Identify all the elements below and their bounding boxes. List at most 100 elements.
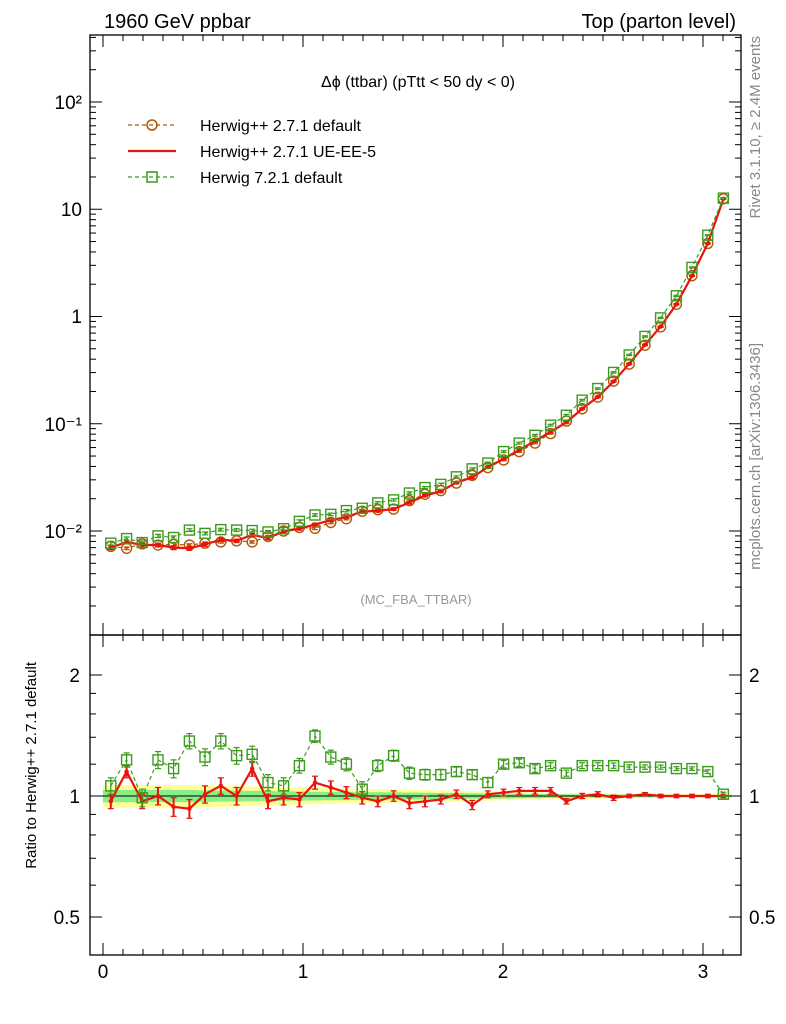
ratio-y-label: Ratio to Herwig++ 2.7.1 default bbox=[23, 661, 40, 869]
data-point-dot bbox=[532, 438, 538, 444]
data-point-square bbox=[340, 758, 353, 770]
data-point-square bbox=[136, 792, 148, 804]
data-point-dot bbox=[171, 545, 176, 550]
header-left: 1960 GeV ppbar bbox=[104, 11, 251, 33]
data-point-dot bbox=[375, 799, 380, 804]
data-point-square bbox=[293, 515, 306, 528]
data-point-square bbox=[717, 192, 730, 204]
data-point-square bbox=[513, 437, 525, 449]
data-point-square bbox=[450, 471, 463, 483]
data-point-square bbox=[372, 759, 384, 772]
data-point-dot bbox=[564, 799, 569, 804]
data-point-dot bbox=[250, 766, 255, 771]
data-point-square bbox=[623, 349, 635, 361]
data-point-dot bbox=[501, 790, 506, 795]
data-point-dot bbox=[454, 480, 459, 485]
data-point-dot bbox=[674, 793, 679, 799]
data-point-dot bbox=[517, 788, 522, 794]
data-point-square bbox=[419, 768, 431, 781]
data-point-square bbox=[607, 759, 620, 772]
data-point-square bbox=[607, 366, 620, 379]
data-point-square bbox=[293, 759, 306, 772]
data-point-square bbox=[167, 762, 180, 775]
data-point-dot bbox=[265, 799, 271, 804]
data-point-square bbox=[152, 754, 164, 766]
ratio-y-tick-label: 0.5 bbox=[54, 908, 80, 929]
data-point-dot bbox=[375, 508, 380, 514]
data-point-square bbox=[670, 290, 683, 302]
data-point-square bbox=[654, 312, 667, 324]
data-point-dot bbox=[658, 324, 663, 329]
data-point-square bbox=[544, 759, 557, 772]
data-point-square bbox=[183, 735, 196, 747]
main-y-tick-label: 1 bbox=[71, 307, 82, 328]
data-point-dot bbox=[470, 802, 475, 808]
data-point-square bbox=[105, 780, 117, 792]
data-point-square bbox=[215, 735, 227, 747]
data-point-square bbox=[623, 761, 635, 773]
ratio-plot-series bbox=[105, 729, 730, 819]
data-point-dot bbox=[501, 456, 506, 462]
data-point-square bbox=[639, 761, 651, 773]
data-point-square bbox=[277, 780, 290, 792]
main-y-tick-label: 10⁻¹ bbox=[45, 415, 83, 436]
data-point-dot bbox=[391, 793, 396, 799]
legend-item-herwigpp-default: Herwig++ 2.7.1 default bbox=[128, 118, 362, 135]
data-point-dot bbox=[187, 546, 192, 551]
data-point-square bbox=[435, 768, 447, 781]
data-point-circle bbox=[497, 454, 510, 466]
data-point-square bbox=[576, 759, 588, 772]
data-point-dot bbox=[674, 302, 679, 307]
legend-label: Herwig 7.2.1 default bbox=[200, 170, 343, 187]
data-point-square bbox=[403, 487, 416, 499]
data-point-square bbox=[183, 524, 196, 536]
data-point-dot bbox=[297, 526, 302, 531]
data-point-circle bbox=[576, 403, 588, 415]
data-point-dot bbox=[532, 788, 538, 794]
data-point-dot bbox=[187, 806, 192, 811]
data-point-square bbox=[387, 749, 400, 762]
data-point-square bbox=[230, 524, 243, 536]
data-point-square bbox=[529, 429, 541, 442]
data-point-dot bbox=[155, 542, 161, 548]
data-point-dot bbox=[689, 793, 695, 799]
data-point-dot bbox=[438, 797, 443, 802]
data-point-square bbox=[686, 762, 698, 775]
data-point-square bbox=[120, 754, 133, 766]
data-point-dot bbox=[658, 793, 663, 799]
main-y-tick-label: 10⁻² bbox=[45, 522, 83, 543]
data-point-square bbox=[403, 767, 416, 779]
data-point-square bbox=[152, 530, 164, 542]
data-point-dot bbox=[202, 792, 208, 797]
data-point-square bbox=[544, 419, 557, 431]
x-tick-label: 3 bbox=[698, 962, 709, 983]
data-point-square bbox=[246, 524, 258, 537]
data-point-dot bbox=[234, 538, 239, 544]
data-point-dot bbox=[297, 797, 302, 802]
data-point-square bbox=[215, 523, 227, 536]
data-point-dot bbox=[312, 780, 318, 785]
series-line bbox=[110, 197, 724, 544]
data-point-square bbox=[325, 751, 337, 763]
ratio-y-tick-label-right: 1 bbox=[749, 787, 760, 808]
data-point-dot bbox=[580, 793, 585, 799]
data-point-square bbox=[435, 478, 447, 491]
data-point-dot bbox=[108, 799, 114, 804]
data-point-square bbox=[654, 761, 667, 773]
data-point-dot bbox=[705, 793, 710, 799]
main-y-tick-label: 10² bbox=[55, 93, 82, 114]
data-point-dot bbox=[218, 783, 223, 789]
data-point-square bbox=[309, 509, 321, 521]
data-point-square bbox=[450, 765, 463, 778]
data-point-dot bbox=[627, 793, 632, 799]
ratio-frame bbox=[89, 634, 742, 956]
analysis-tag: (MC_FBA_TTBAR) bbox=[360, 592, 471, 607]
data-point-square bbox=[340, 504, 353, 517]
data-point-square bbox=[670, 762, 683, 775]
data-point-square bbox=[136, 536, 148, 549]
legend-label: Herwig++ 2.7.1 UE-EE-5 bbox=[200, 144, 376, 161]
main-plot-series bbox=[105, 192, 730, 554]
data-point-circle bbox=[639, 339, 651, 351]
data-point-dot bbox=[344, 790, 349, 795]
data-point-dot bbox=[611, 379, 616, 384]
